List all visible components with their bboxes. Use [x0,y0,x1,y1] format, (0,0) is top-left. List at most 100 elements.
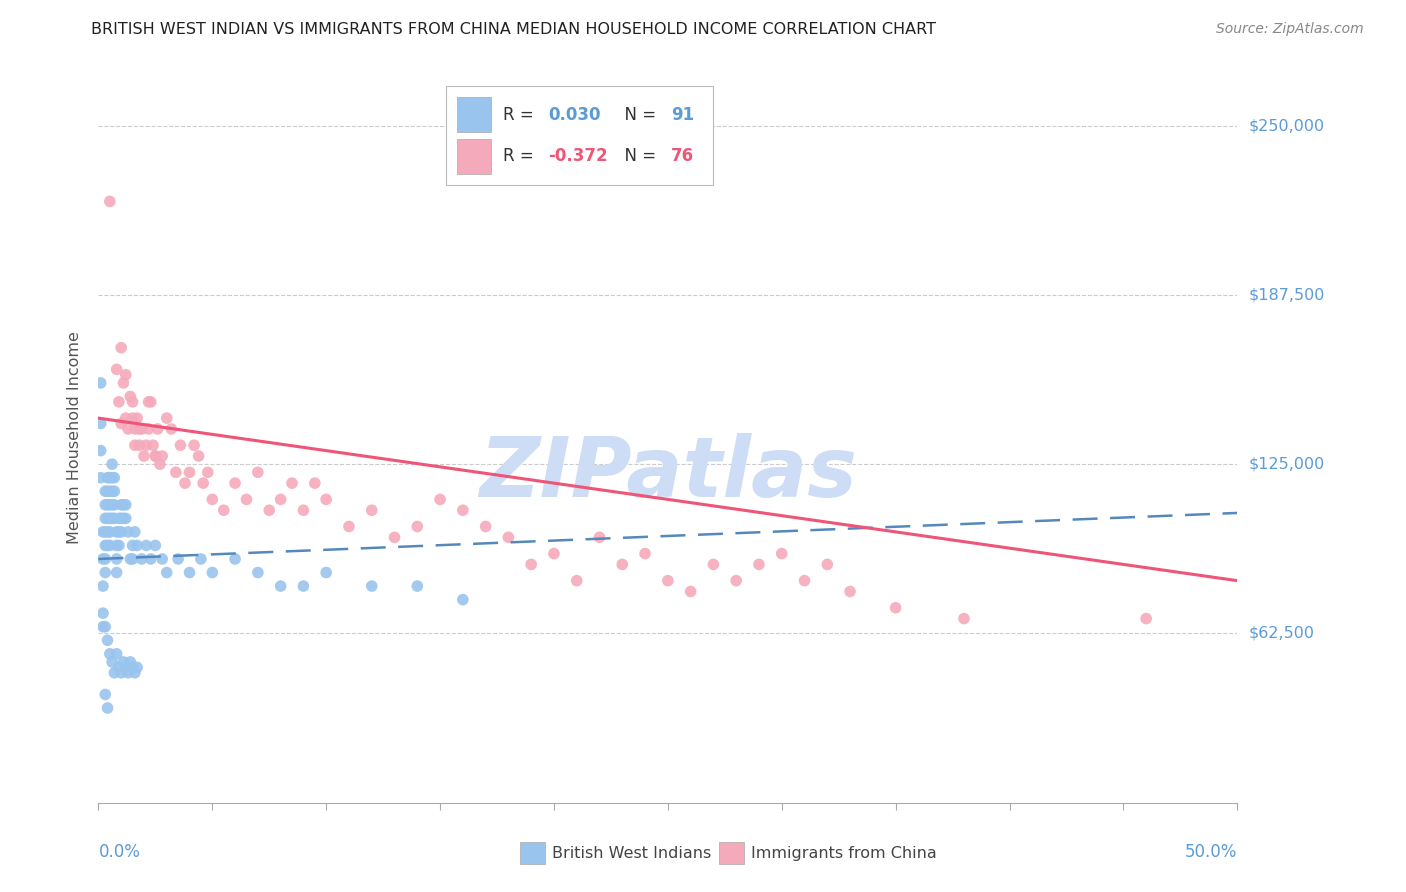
Point [121,660,143,674]
Text: British West Indians: British West Indians [551,846,711,861]
Point [124,438,146,452]
Point [121,552,143,566]
Point [108,538,131,552]
Point [235,492,257,507]
FancyBboxPatch shape [457,97,491,132]
Point [132,449,155,463]
Text: N =: N = [614,147,662,165]
Point [105,552,128,566]
Point [108,524,131,539]
Point [96,484,118,499]
Point [101,457,124,471]
Point [103,484,125,499]
Point [114,368,136,382]
Point [748,558,770,572]
Y-axis label: Median Household Income: Median Household Income [67,331,83,543]
Point [124,422,146,436]
Point [190,552,212,566]
Point [101,471,124,485]
Point [105,647,128,661]
Point [101,511,124,525]
Text: BRITISH WEST INDIAN VS IMMIGRANTS FROM CHINA MEDIAN HOUSEHOLD INCOME CORRELATION: BRITISH WEST INDIAN VS IMMIGRANTS FROM C… [91,22,936,37]
Point [634,547,657,561]
Point [520,558,543,572]
Point [101,484,124,499]
Point [96,633,118,648]
Point [142,438,165,452]
Point [224,476,246,491]
Point [384,530,406,544]
Text: 50.0%: 50.0% [1185,843,1237,861]
Point [139,552,162,566]
Point [110,341,132,355]
Point [135,438,157,452]
Point [139,395,162,409]
Point [270,492,292,507]
Point [96,524,118,539]
Text: 0.030: 0.030 [548,105,600,123]
Point [96,701,118,715]
Point [953,611,976,625]
Point [451,592,474,607]
Point [114,660,136,674]
Point [94,524,117,539]
Point [110,417,132,431]
Point [96,538,118,552]
Point [131,552,153,566]
Point [101,498,124,512]
Text: $187,500: $187,500 [1249,287,1324,302]
Point [165,465,187,479]
Point [121,395,143,409]
Point [101,655,124,669]
Point [112,511,135,525]
Point [120,655,142,669]
Point [91,606,114,620]
Point [94,498,117,512]
Point [174,476,197,491]
Point [146,422,169,436]
Point [193,476,215,491]
Point [108,660,131,674]
Point [429,492,451,507]
Point [124,524,146,539]
Text: -0.372: -0.372 [548,147,607,165]
FancyBboxPatch shape [446,86,713,185]
Point [127,660,149,674]
Point [90,376,112,390]
Point [117,524,139,539]
Point [179,465,201,479]
Point [131,422,153,436]
Point [156,411,179,425]
Point [145,538,167,552]
Point [121,538,143,552]
Point [127,411,149,425]
Point [337,519,360,533]
Point [1135,611,1157,625]
Point [127,538,149,552]
Point [315,492,337,507]
Point [96,471,118,485]
Point [98,511,121,525]
Point [94,511,117,525]
Point [657,574,679,588]
Point [112,655,135,669]
Point [90,471,112,485]
Point [98,524,121,539]
Point [725,574,748,588]
Point [114,411,136,425]
Point [105,538,128,552]
Point [270,579,292,593]
Point [94,538,117,552]
Point [112,498,135,512]
Point [246,566,269,580]
Point [281,476,304,491]
Text: ZIPatlas: ZIPatlas [479,434,856,514]
Point [110,665,132,680]
FancyBboxPatch shape [457,138,491,174]
Point [246,465,269,479]
Point [135,538,157,552]
Point [292,503,315,517]
Point [793,574,815,588]
Text: N =: N = [614,105,662,123]
Point [114,498,136,512]
